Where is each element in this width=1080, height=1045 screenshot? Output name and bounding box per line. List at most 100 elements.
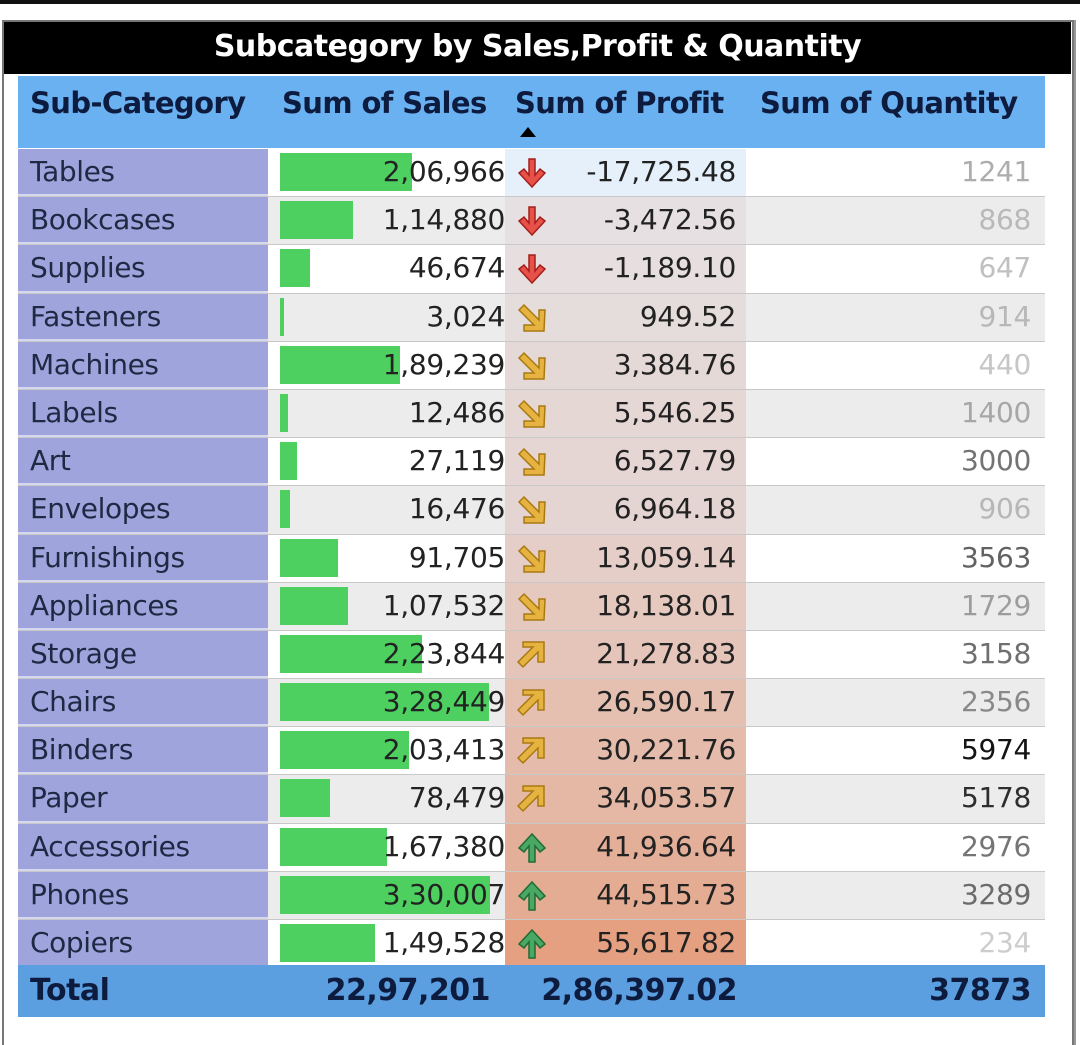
sales-cell: 1,89,239 [280,342,505,389]
sales-cell: 3,30,007 [280,872,505,919]
table-row[interactable]: Paper 78,479 34,053.57 5178 [18,775,1045,824]
sales-cell: 1,14,880 [280,197,505,244]
arrow-up-icon [515,880,549,912]
sales-cell: 2,23,844 [280,631,505,678]
column-header-quantity[interactable]: Sum of Quantity [760,86,1018,120]
sales-value: 3,30,007 [382,877,506,911]
table-row[interactable]: Storage 2,23,844 21,278.83 3158 [18,630,1045,680]
sales-value: 2,03,413 [382,733,506,767]
sales-data-bar [280,827,387,866]
arrow-up-right-icon [515,687,549,719]
sales-data-bar [280,634,422,673]
sales-cell: 3,024 [280,294,505,341]
profit-cell: 13,059.14 [505,534,746,582]
arrow-up-icon [515,928,549,960]
table-row[interactable]: Phones 3,30,007 44,515.73 3289 [18,871,1045,920]
sales-value: 1,49,528 [382,926,506,959]
profit-value: 5,546.25 [613,395,737,429]
subcategory-cell: Binders [18,727,268,775]
quantity-value: 440 [978,347,1031,381]
table-row[interactable]: Accessories 1,67,380 41,936.64 2976 [18,823,1045,872]
table-row[interactable]: Envelopes 16,476 6,964.18 906 [18,486,1045,535]
sales-value: 2,06,966 [382,155,506,188]
total-quantity: 37873 [929,973,1031,1008]
quantity-value: 234 [978,926,1031,959]
column-header-profit[interactable]: Sum of Profit [515,86,724,120]
table-row[interactable]: Bookcases 1,14,880 -3,472.56 868 [18,197,1045,246]
subcategory-cell: Appliances [18,582,268,630]
table-row[interactable]: Supplies 46,674 -1,189.10 647 [18,245,1045,294]
total-profit: 2,86,397.02 [541,973,737,1008]
arrow-up-right-icon [515,735,549,767]
subcategory-cell: Bookcases [18,197,268,245]
sales-value: 1,07,532 [382,588,506,622]
subcategory-cell: Labels [18,389,268,438]
sales-cell: 1,49,528 [280,920,505,967]
sales-value: 1,89,239 [382,347,506,381]
quantity-value: 2356 [960,685,1031,719]
profit-value: 6,964.18 [613,492,737,526]
sales-value: 12,486 [408,395,505,429]
profit-cell: 21,278.83 [505,630,746,679]
table-row[interactable]: Chairs 3,28,449 26,590.17 2356 [18,679,1045,728]
profit-cell: 949.52 [505,293,746,341]
profit-cell: 6,527.79 [505,438,746,486]
sales-cell: 2,03,413 [280,727,505,774]
quantity-value: 868 [978,203,1031,237]
arrow-down-right-icon [515,543,549,575]
table-row[interactable]: Furnishings 91,705 13,059.14 3563 [18,534,1045,583]
sort-ascending-icon[interactable] [520,127,536,137]
table-row[interactable]: Tables 2,06,966 -17,725.48 1241 [18,149,1045,198]
table-row[interactable]: Art 27,119 6,527.79 3000 [18,438,1045,487]
sales-cell: 46,674 [280,245,505,292]
subcategory-cell: Accessories [18,823,268,871]
profit-cell: 26,590.17 [505,679,746,727]
arrow-down-icon [515,157,549,189]
quantity-value: 647 [978,251,1031,285]
profit-value: 44,515.73 [596,877,736,911]
profit-value: 6,527.79 [613,444,737,478]
profit-value: 34,053.57 [596,781,736,815]
profit-value: -17,725.48 [586,155,736,188]
quantity-value: 914 [978,299,1031,333]
subcategory-cell: Copiers [18,920,268,968]
profit-value: 21,278.83 [596,636,736,670]
profit-cell: 55,617.82 [505,920,746,968]
arrow-up-right-icon [515,639,549,671]
subcategory-cell: Art [18,438,268,486]
arrow-down-right-icon [515,302,549,334]
sales-value: 1,14,880 [382,203,506,237]
quantity-value: 5974 [960,733,1031,767]
profit-value: 55,617.82 [596,926,736,959]
profit-cell: 44,515.73 [505,871,746,919]
table-row[interactable]: Copiers 1,49,528 55,617.82 234 [18,920,1045,969]
sales-data-bar [280,924,375,962]
quantity-value: 3000 [960,444,1031,478]
column-header-subcategory[interactable]: Sub-Category [30,86,246,120]
sales-data-bar [280,442,297,481]
table-row[interactable]: Labels 12,486 5,546.25 1400 [18,389,1045,439]
profit-cell: 6,964.18 [505,486,746,534]
subcategory-cell: Paper [18,775,268,823]
sales-data-bar [280,201,353,240]
sales-data-bar [280,345,400,384]
table-row[interactable]: Binders 2,03,413 30,221.76 5974 [18,727,1045,776]
profit-value: 949.52 [639,299,736,333]
subcategory-cell: Chairs [18,679,268,727]
table-row[interactable]: Appliances 1,07,532 18,138.01 1729 [18,582,1045,631]
table-row[interactable]: Fasteners 3,024 949.52 914 [18,293,1045,342]
arrow-down-right-icon [515,446,549,478]
profit-cell: -3,472.56 [505,197,746,245]
sales-data-bar [280,779,330,818]
sales-cell: 16,476 [280,486,505,533]
quantity-value: 3158 [960,636,1031,670]
quantity-value: 1729 [960,588,1031,622]
quantity-value: 3563 [960,540,1031,574]
sales-cell: 27,119 [280,438,505,485]
profit-cell: 34,053.57 [505,775,746,823]
column-header-sales[interactable]: Sum of Sales [282,86,487,120]
profit-value: 18,138.01 [596,588,736,622]
profit-value: -3,472.56 [603,203,736,237]
table-row[interactable]: Machines 1,89,239 3,384.76 440 [18,341,1045,390]
arrow-down-icon [515,205,549,237]
